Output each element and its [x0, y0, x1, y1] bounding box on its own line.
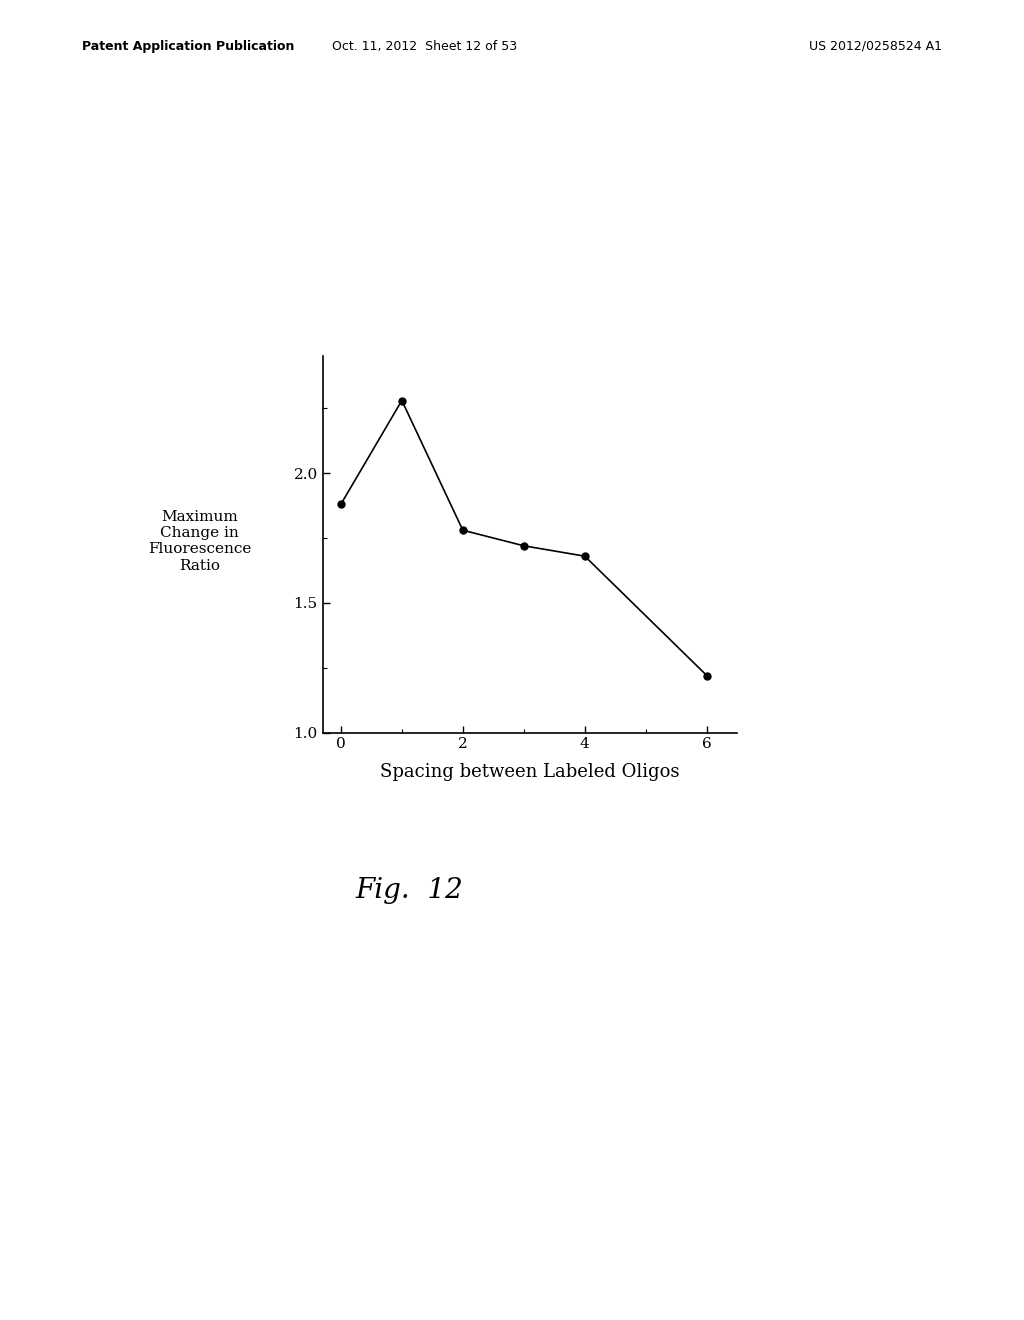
Text: Patent Application Publication: Patent Application Publication: [82, 40, 294, 53]
Text: US 2012/0258524 A1: US 2012/0258524 A1: [809, 40, 942, 53]
Text: Oct. 11, 2012  Sheet 12 of 53: Oct. 11, 2012 Sheet 12 of 53: [333, 40, 517, 53]
X-axis label: Spacing between Labeled Oligos: Spacing between Labeled Oligos: [380, 763, 680, 780]
Text: Fig.  12: Fig. 12: [355, 878, 464, 904]
Text: Maximum
Change in
Fluorescence
Ratio: Maximum Change in Fluorescence Ratio: [148, 510, 251, 573]
